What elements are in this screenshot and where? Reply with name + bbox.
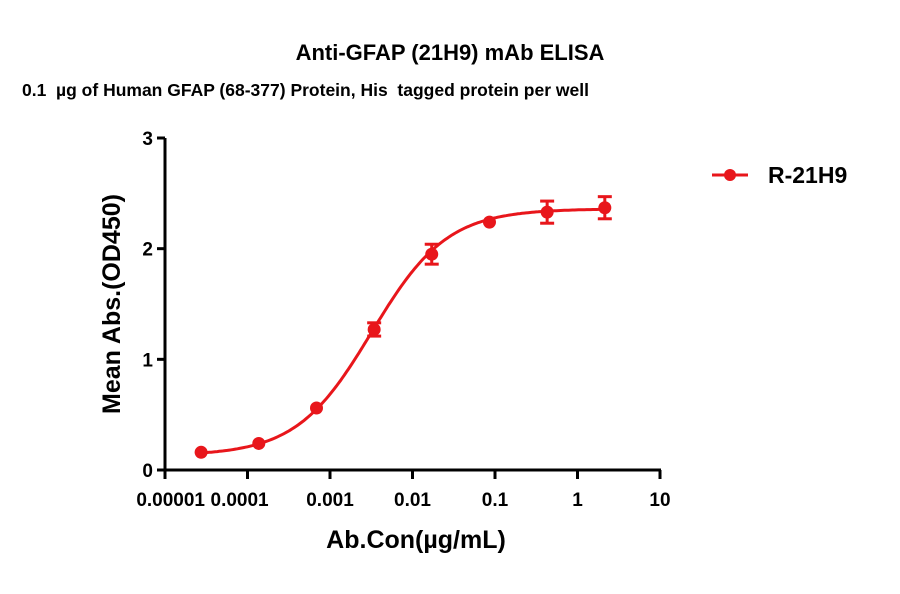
data-point [540,199,555,225]
marker-icon [540,205,554,219]
data-point [252,436,266,450]
legend-marker-icon [724,169,736,181]
marker-icon [252,436,266,450]
chart-title: Anti-GFAP (21H9) mAb ELISA [295,40,605,65]
fit-curve [200,207,605,455]
x-tick-label: 0.0001 [211,490,270,511]
x-tick-label: 1 [572,490,583,511]
x-tick-label: 0.00001 [136,490,205,511]
x-axis-title: Ab.Con(µg/mL) [326,526,506,554]
y-axis-title: Mean Abs.(OD450) [98,194,126,414]
axes: 0 1 2 3 0.00001 0.0001 0.001 0.01 0.1 1 10 [136,129,670,511]
marker-icon [309,401,323,415]
legend: R-21H9 [712,162,847,188]
x-tick-label: 10 [649,490,670,511]
y-tick-label: 2 [142,240,153,261]
marker-icon [367,322,381,336]
y-tick-label: 0 [142,461,153,482]
y-tick-label: 1 [142,350,153,371]
marker-icon [194,445,208,459]
y-tick-label: 3 [142,129,153,150]
x-tick-label: 0.1 [482,490,509,511]
data-point [367,321,382,338]
data-point [482,215,496,229]
legend-label: R-21H9 [768,162,847,188]
marker-icon [425,247,439,261]
marker-icon [598,201,612,215]
marker-icon [482,215,496,229]
data-points [194,195,612,459]
x-tick-label: 0.001 [306,490,354,511]
x-tick-label: 0.01 [394,490,431,511]
fit-curve-line [200,207,605,455]
data-point [424,242,439,266]
data-point [194,445,208,459]
chart-subtitle: 0.1 µg of Human GFAP (68-377) Protein, H… [22,80,589,100]
data-point [597,195,612,221]
data-point [309,401,323,415]
